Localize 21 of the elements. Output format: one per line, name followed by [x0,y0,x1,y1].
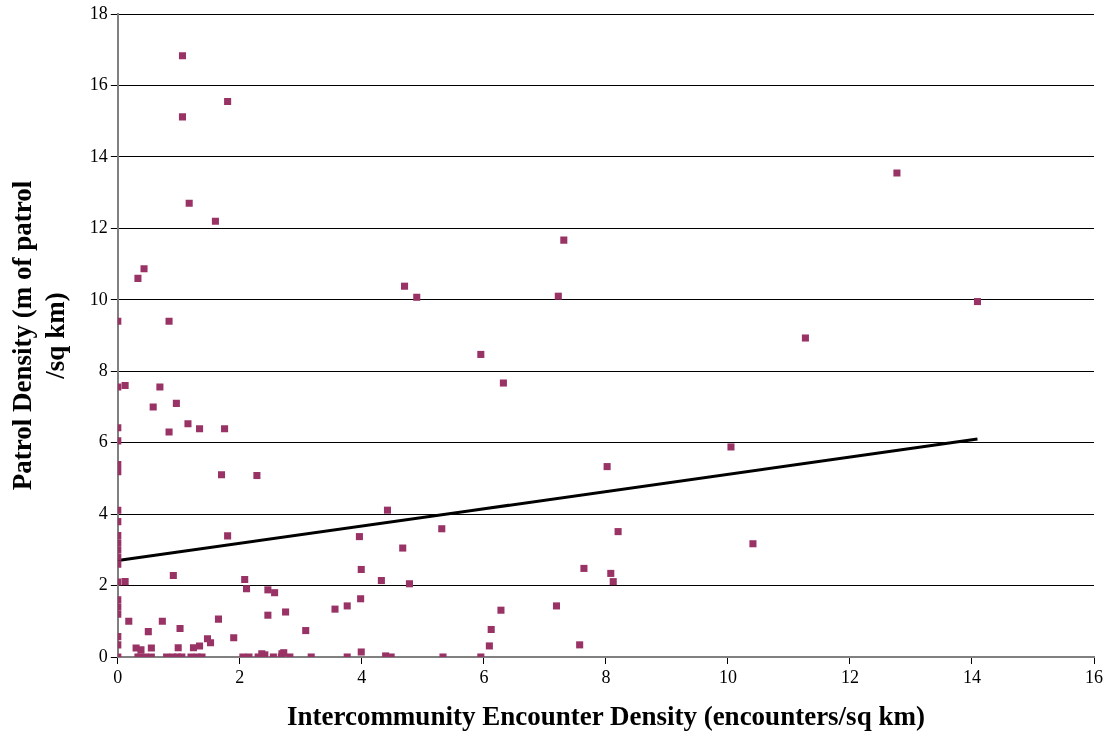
x-tick-label: 14 [962,666,981,687]
y-tick-label: 12 [89,217,108,238]
x-tick-label: 6 [479,666,489,687]
x-tick-label: 12 [840,666,859,687]
x-axis-title: Intercommunity Encounter Density (encounters/sq km) [286,700,925,731]
y-tick-label: 14 [89,145,108,166]
y-tick-label: 8 [98,359,108,380]
x-tick-label: 0 [113,666,123,687]
x-tick-label: 8 [601,666,611,687]
y-axis-title: Patrol Density (m of patrol /sq km) [7,180,70,491]
y-tick-label: 2 [98,574,108,595]
y-tick-label: 6 [98,431,108,452]
x-tick-label: 10 [718,666,737,687]
y-tick-label: 10 [89,288,108,309]
x-tick-label: 2 [235,666,245,687]
y-tick-label: 16 [89,74,108,95]
y-tick-label: 4 [98,502,108,523]
x-tick-label: 16 [1085,666,1103,687]
y-tick-label: 0 [98,645,108,666]
x-tick-label: 4 [357,666,367,687]
y-tick-label: 18 [89,2,108,23]
